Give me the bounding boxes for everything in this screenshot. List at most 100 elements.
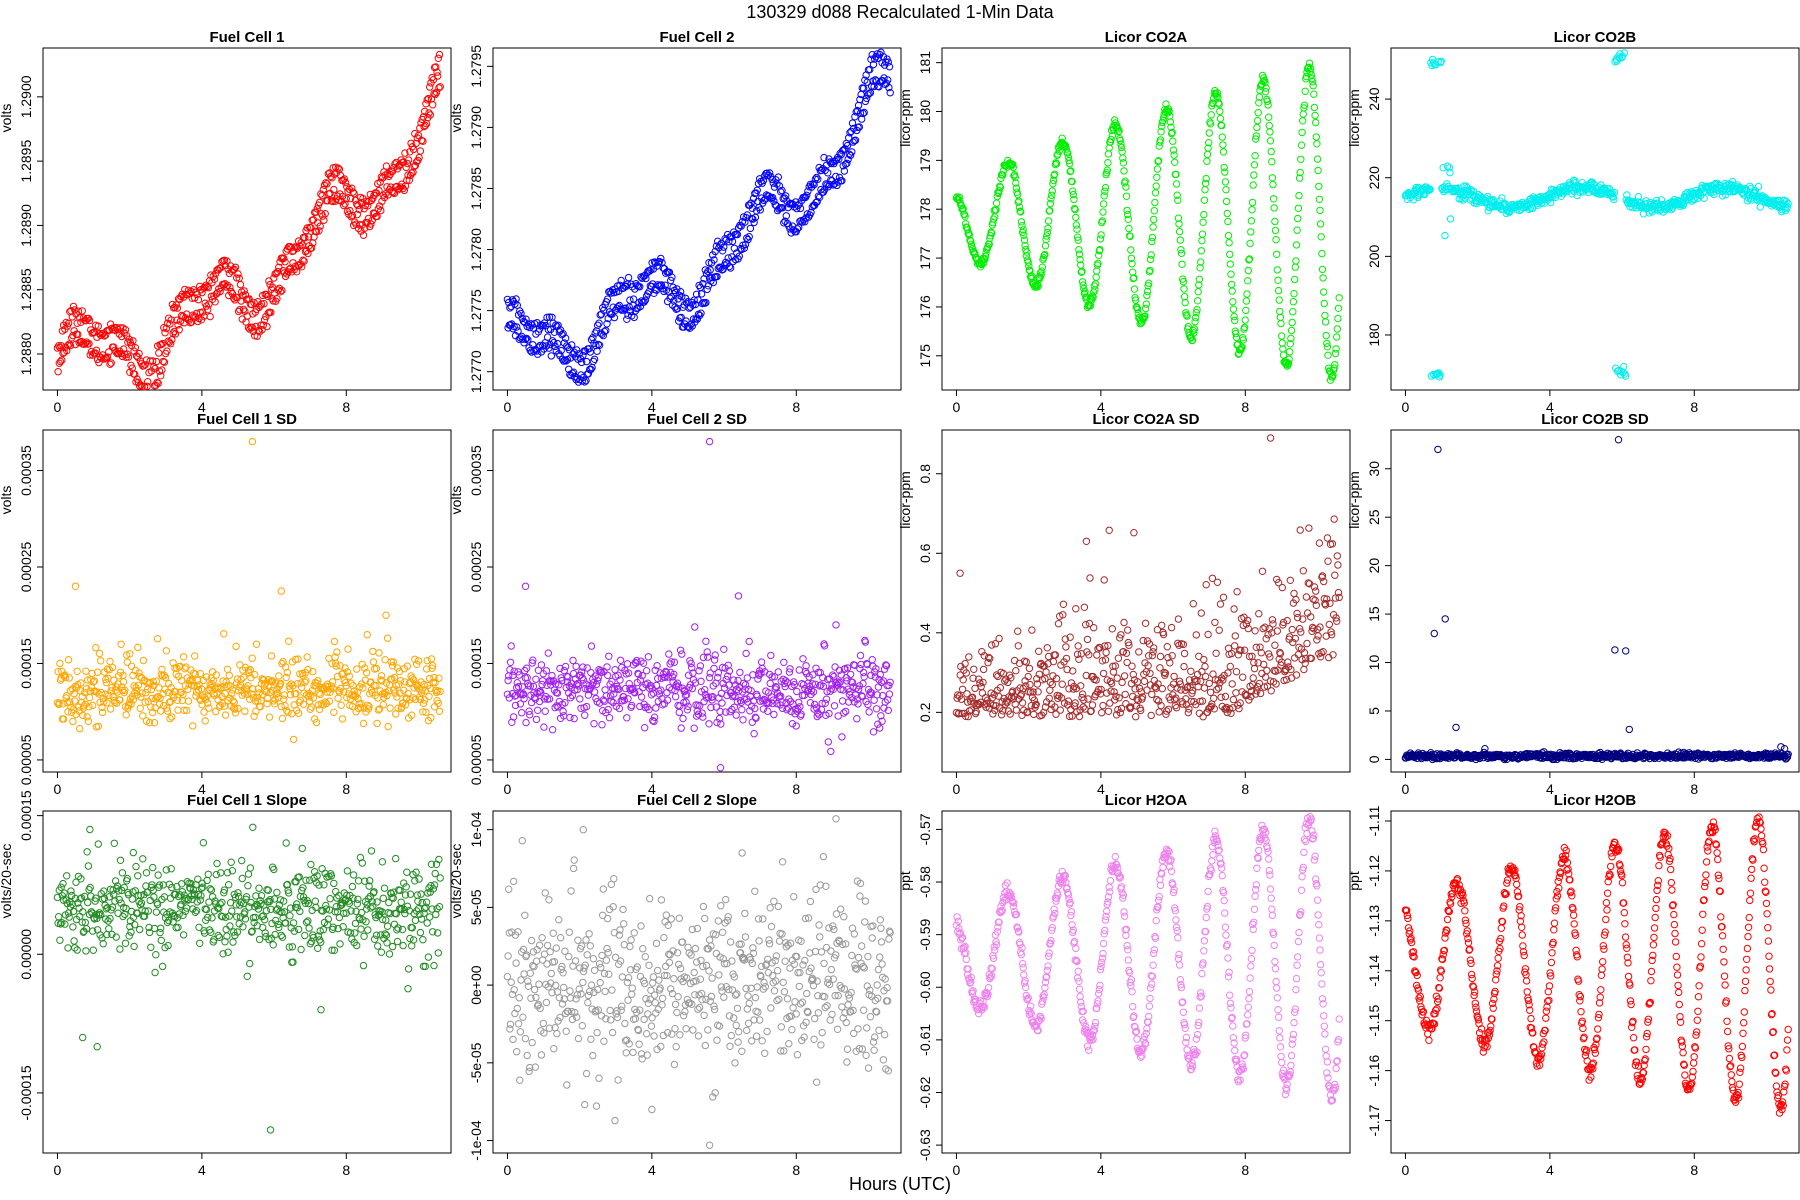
data-point [963,226,972,234]
data-point [79,711,87,720]
y-tick-label: 240 [1366,87,1382,111]
data-point [1232,668,1241,676]
data-point [136,382,144,390]
data-point [1093,267,1101,275]
data-point [956,569,964,577]
data-point [1043,644,1052,652]
data-point [1150,207,1159,215]
data-point [157,340,166,349]
data-point [1054,620,1063,628]
data-point [534,706,542,714]
data-point [965,653,973,661]
y-tick-label: 1.2885 [18,268,34,311]
data-point [863,78,871,86]
data-point [1250,161,1259,169]
data-point [1009,160,1017,169]
data-point [552,321,560,329]
data-point [293,244,301,252]
data-point [232,642,240,651]
data-point [1219,148,1228,156]
y-tick-label: 0.4 [917,623,933,643]
data-point [859,84,868,93]
data-point [1292,257,1300,265]
data-point [603,295,612,303]
data-point [677,313,685,322]
data-point [1048,187,1057,195]
data-point [1070,195,1078,204]
data-point [341,200,349,208]
data-point [346,194,355,203]
data-point [665,650,673,658]
y-axis-label: volts [448,104,464,133]
data-point [267,652,276,660]
data-point [677,724,685,732]
data-point [1099,200,1108,208]
data-point [404,156,413,164]
data-point [1152,182,1160,190]
data-point [425,109,433,117]
y-axis-label: licor-ppm [1346,89,1362,147]
data-point [281,258,289,266]
data-point [168,713,176,721]
data-point [1170,672,1178,681]
data-point [189,722,197,730]
data-point [273,295,281,303]
data-point [885,83,893,92]
data-point [868,51,876,59]
data-point [865,708,873,716]
data-point [959,676,967,684]
data-point [126,368,134,376]
data-point [988,229,996,237]
data-point [1180,649,1189,658]
y-tick-label: 0.00035 [18,445,34,496]
data-point [1215,626,1223,634]
data-point [825,180,834,189]
data-point [821,166,829,175]
data-point [1178,260,1186,268]
data-point [782,192,790,200]
data-point [131,344,140,352]
data-point [796,204,805,213]
data-point [173,304,182,312]
data-point [1332,345,1340,353]
data-point [1121,690,1129,699]
data-point [128,364,137,372]
data-point [1334,561,1342,569]
data-point [220,630,228,638]
data-point [333,192,342,200]
chart-title: Fuel Cell 1 SD [197,411,297,428]
data-point [382,611,390,619]
data-point [273,267,282,276]
data-point [395,184,404,193]
data-point [144,378,152,386]
data-point [403,176,411,185]
y-tick-label: 1.2895 [18,140,34,183]
x-tick-label: 0 [54,399,62,415]
data-point [228,267,236,275]
data-point [342,195,350,203]
data-point [429,76,438,84]
data-point [1102,648,1110,657]
data-point [1082,621,1090,629]
data-point [78,307,86,315]
data-point [1312,133,1321,141]
data-point [833,181,841,190]
data-point [1227,280,1236,289]
data-point [626,307,635,316]
data-point [1264,631,1272,639]
data-point [1038,263,1047,271]
data-point [814,192,823,200]
data-point [570,348,578,356]
data-point [87,326,95,334]
data-point [1213,578,1222,586]
data-point [204,306,212,314]
data-point [1120,618,1128,627]
data-point [426,83,434,91]
data-point [173,316,181,324]
data-point [139,656,148,665]
data-point [290,266,298,274]
data-point [1253,116,1262,125]
data-point [1169,137,1177,145]
data-point [589,334,597,342]
